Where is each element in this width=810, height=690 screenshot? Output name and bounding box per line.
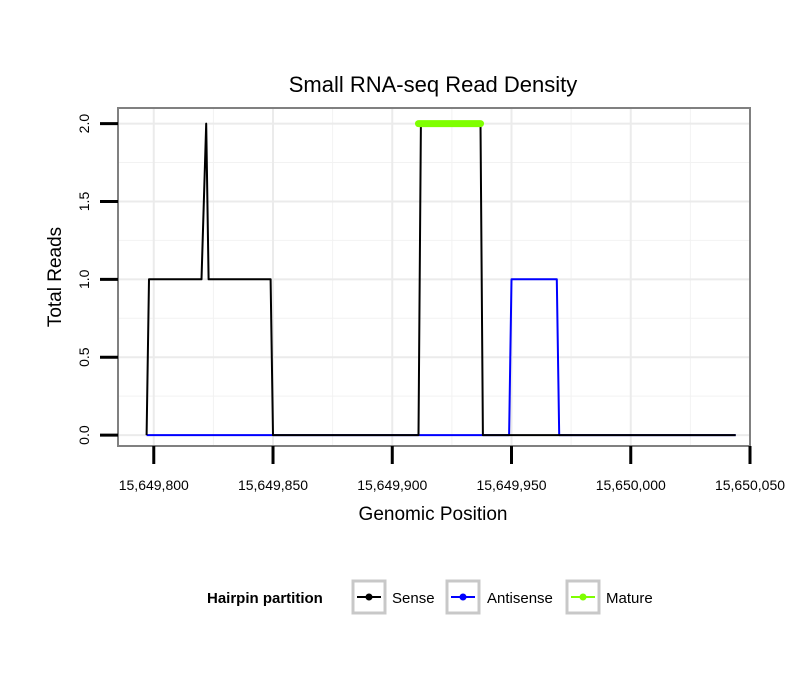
x-axis-title: Genomic Position xyxy=(359,504,508,525)
y-tick-label: 0.0 xyxy=(76,425,92,445)
x-tick-label: 15,649,950 xyxy=(476,477,546,493)
legend-label-sense: Sense xyxy=(392,590,435,607)
x-tick-label: 15,649,800 xyxy=(119,477,189,493)
legend: Hairpin partition Sense Antisense Mature xyxy=(207,579,653,615)
y-tick-label: 0.5 xyxy=(76,347,92,367)
x-tick-label: 15,649,900 xyxy=(357,477,427,493)
series-lines xyxy=(145,120,736,437)
grid-lines xyxy=(118,108,751,446)
legend-key-point-antisense xyxy=(459,593,467,601)
chart-title: Small RNA-seq Read Density xyxy=(289,72,578,97)
legend-title: Hairpin partition xyxy=(207,590,323,607)
legend-label-mature: Mature xyxy=(606,590,653,607)
y-axis-ticks: 0.0 0.5 1.0 1.5 2.0 xyxy=(76,114,118,445)
legend-key-point-sense xyxy=(365,593,373,601)
y-axis-title: Total Reads xyxy=(45,227,66,327)
legend-key-point-mature xyxy=(579,593,587,601)
y-tick-label: 2.0 xyxy=(76,114,92,134)
x-axis-ticks: 15,649,800 15,649,850 15,649,900 15,649,950… xyxy=(119,446,785,493)
y-tick-label: 1.0 xyxy=(76,269,92,289)
x-tick-label: 15,650,000 xyxy=(596,477,666,493)
series-line-sense xyxy=(145,122,736,437)
plot-panel-border xyxy=(117,107,751,447)
x-tick-label: 15,650,050 xyxy=(715,477,785,493)
legend-label-antisense: Antisense xyxy=(487,590,553,607)
x-tick-label: 15,649,850 xyxy=(238,477,308,493)
y-tick-label: 1.5 xyxy=(76,192,92,212)
